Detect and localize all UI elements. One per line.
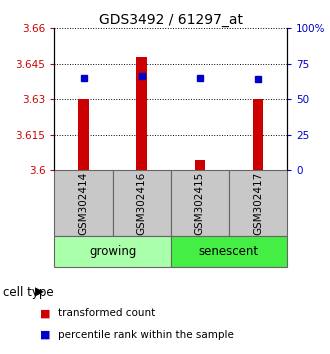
Bar <box>54 170 113 236</box>
Text: ■: ■ <box>40 330 50 339</box>
Text: GSM302414: GSM302414 <box>79 171 88 235</box>
Bar <box>195 160 205 170</box>
Bar <box>171 170 229 236</box>
Text: GSM302415: GSM302415 <box>195 171 205 235</box>
Text: ▶: ▶ <box>35 286 44 298</box>
Text: GSM302416: GSM302416 <box>137 171 147 235</box>
Text: cell type: cell type <box>3 286 54 298</box>
Bar <box>229 170 287 236</box>
Title: GDS3492 / 61297_at: GDS3492 / 61297_at <box>99 13 243 27</box>
Bar <box>78 99 89 170</box>
Bar <box>113 170 171 236</box>
Text: growing: growing <box>89 245 136 258</box>
Text: ■: ■ <box>40 308 50 318</box>
Text: GSM302417: GSM302417 <box>253 171 263 235</box>
Text: senescent: senescent <box>199 245 259 258</box>
Bar <box>137 57 147 170</box>
Bar <box>54 236 171 267</box>
Bar <box>171 236 287 267</box>
Text: transformed count: transformed count <box>58 308 155 318</box>
Bar <box>253 99 263 170</box>
Text: percentile rank within the sample: percentile rank within the sample <box>58 330 234 339</box>
